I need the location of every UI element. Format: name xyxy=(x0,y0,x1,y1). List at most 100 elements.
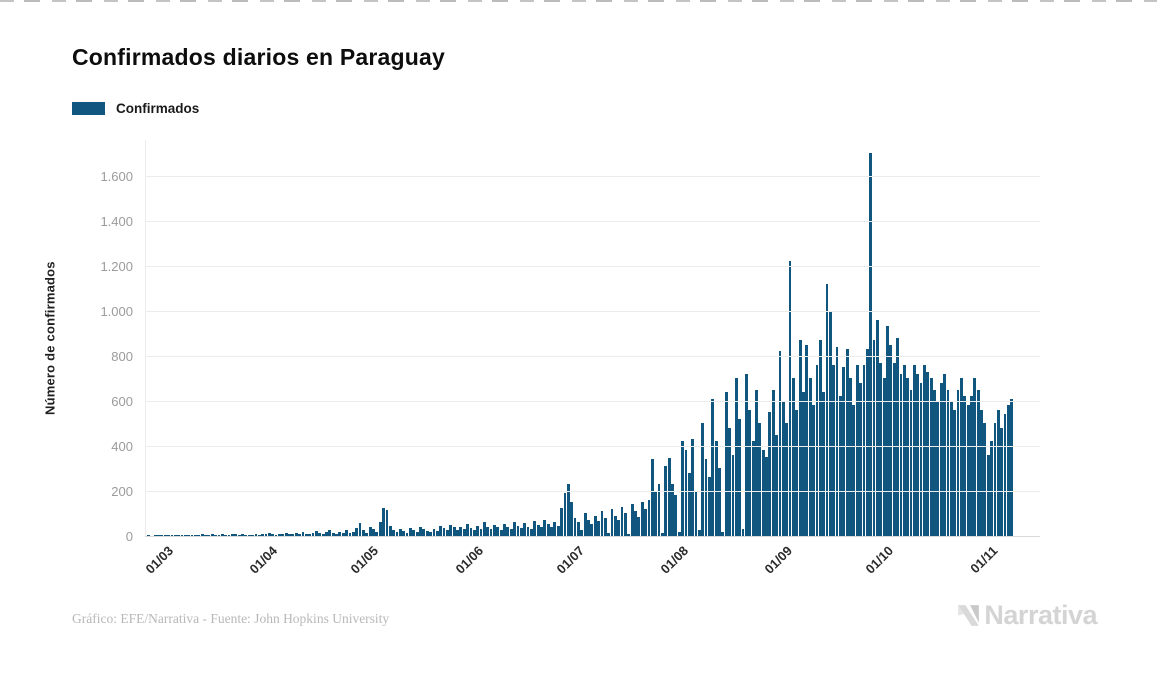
bar[interactable] xyxy=(325,532,328,536)
bar[interactable] xyxy=(657,484,661,536)
bar[interactable] xyxy=(758,423,762,536)
bar[interactable] xyxy=(570,502,574,536)
bar[interactable] xyxy=(147,535,150,536)
bar[interactable] xyxy=(543,520,547,536)
bar[interactable] xyxy=(802,391,805,536)
bar[interactable] xyxy=(194,534,197,536)
bar[interactable] xyxy=(187,534,191,536)
bar[interactable] xyxy=(506,527,510,536)
bar[interactable] xyxy=(459,527,463,536)
bar[interactable] xyxy=(818,340,822,536)
bar[interactable] xyxy=(660,532,664,536)
bar[interactable] xyxy=(210,534,214,536)
bar[interactable] xyxy=(600,511,604,536)
bar[interactable] xyxy=(983,423,987,536)
bar[interactable] xyxy=(671,484,674,536)
bar[interactable] xyxy=(220,533,224,536)
bar[interactable] xyxy=(788,261,792,536)
bar[interactable] xyxy=(321,533,325,536)
bar[interactable] xyxy=(294,533,298,536)
bar[interactable] xyxy=(503,523,506,536)
bar[interactable] xyxy=(637,516,641,536)
bar[interactable] xyxy=(879,362,883,536)
bar[interactable] xyxy=(271,533,275,536)
bar[interactable] xyxy=(445,530,449,536)
bar[interactable] xyxy=(580,530,584,536)
bar[interactable] xyxy=(479,528,483,536)
bar[interactable] xyxy=(388,525,392,536)
bar[interactable] xyxy=(822,391,826,536)
bar[interactable] xyxy=(546,524,550,536)
bar[interactable] xyxy=(644,508,647,536)
bar[interactable] xyxy=(197,535,201,536)
bar[interactable] xyxy=(855,364,859,536)
bar[interactable] xyxy=(970,396,973,536)
bar[interactable] xyxy=(825,283,829,536)
bar[interactable] xyxy=(805,344,809,536)
bar[interactable] xyxy=(308,534,312,536)
bar[interactable] xyxy=(449,524,453,536)
bar[interactable] xyxy=(694,490,698,536)
bar[interactable] xyxy=(832,364,836,536)
bar[interactable] xyxy=(959,378,963,536)
bar[interactable] xyxy=(378,522,382,536)
bar[interactable] xyxy=(953,409,957,536)
bar[interactable] xyxy=(1003,414,1007,536)
bar[interactable] xyxy=(896,337,899,536)
bar[interactable] xyxy=(358,522,362,536)
bar[interactable] xyxy=(251,534,254,536)
bar[interactable] xyxy=(264,534,268,536)
bar[interactable] xyxy=(691,439,695,536)
bar[interactable] xyxy=(442,528,446,536)
bar[interactable] xyxy=(976,389,980,536)
bar[interactable] xyxy=(173,535,177,536)
bar[interactable] xyxy=(946,389,950,536)
bar[interactable] xyxy=(849,378,852,536)
bar[interactable] xyxy=(472,529,476,536)
bar[interactable] xyxy=(647,499,651,536)
bar[interactable] xyxy=(798,340,802,536)
bar[interactable] xyxy=(912,364,916,536)
bar[interactable] xyxy=(899,373,903,536)
bar[interactable] xyxy=(560,507,564,536)
bar[interactable] xyxy=(550,527,553,536)
bar[interactable] xyxy=(734,378,738,536)
bar[interactable] xyxy=(157,535,160,536)
bar[interactable] xyxy=(738,418,742,536)
bar[interactable] xyxy=(886,326,889,536)
bar[interactable] xyxy=(839,396,842,536)
bar[interactable] xyxy=(943,373,946,536)
bar[interactable] xyxy=(529,528,533,536)
bar[interactable] xyxy=(808,378,812,536)
bar[interactable] xyxy=(929,378,933,536)
bar[interactable] xyxy=(865,349,869,536)
bar[interactable] xyxy=(892,362,896,536)
bar[interactable] xyxy=(180,535,184,536)
bar[interactable] xyxy=(708,477,711,536)
bar[interactable] xyxy=(247,535,251,536)
bar[interactable] xyxy=(284,532,288,536)
bar[interactable] xyxy=(990,441,994,536)
bar[interactable] xyxy=(331,533,335,536)
bar[interactable] xyxy=(241,534,244,536)
bar[interactable] xyxy=(553,522,557,536)
bar[interactable] xyxy=(462,529,466,536)
bar[interactable] xyxy=(812,405,815,536)
bar[interactable] xyxy=(872,340,876,536)
bar[interactable] xyxy=(301,532,305,536)
bar[interactable] xyxy=(234,534,238,536)
bar[interactable] xyxy=(956,389,960,536)
bar[interactable] xyxy=(996,409,1000,536)
bar[interactable] xyxy=(919,382,923,536)
bar[interactable] xyxy=(375,531,379,536)
bar[interactable] xyxy=(348,532,352,536)
bar[interactable] xyxy=(432,528,436,536)
bar[interactable] xyxy=(674,495,678,536)
bar[interactable] xyxy=(540,527,543,536)
bar[interactable] xyxy=(533,521,537,536)
bar[interactable] xyxy=(875,319,879,536)
bar[interactable] xyxy=(687,472,691,536)
bar[interactable] xyxy=(980,409,983,536)
bar[interactable] xyxy=(630,504,634,536)
bar[interactable] xyxy=(160,535,164,536)
